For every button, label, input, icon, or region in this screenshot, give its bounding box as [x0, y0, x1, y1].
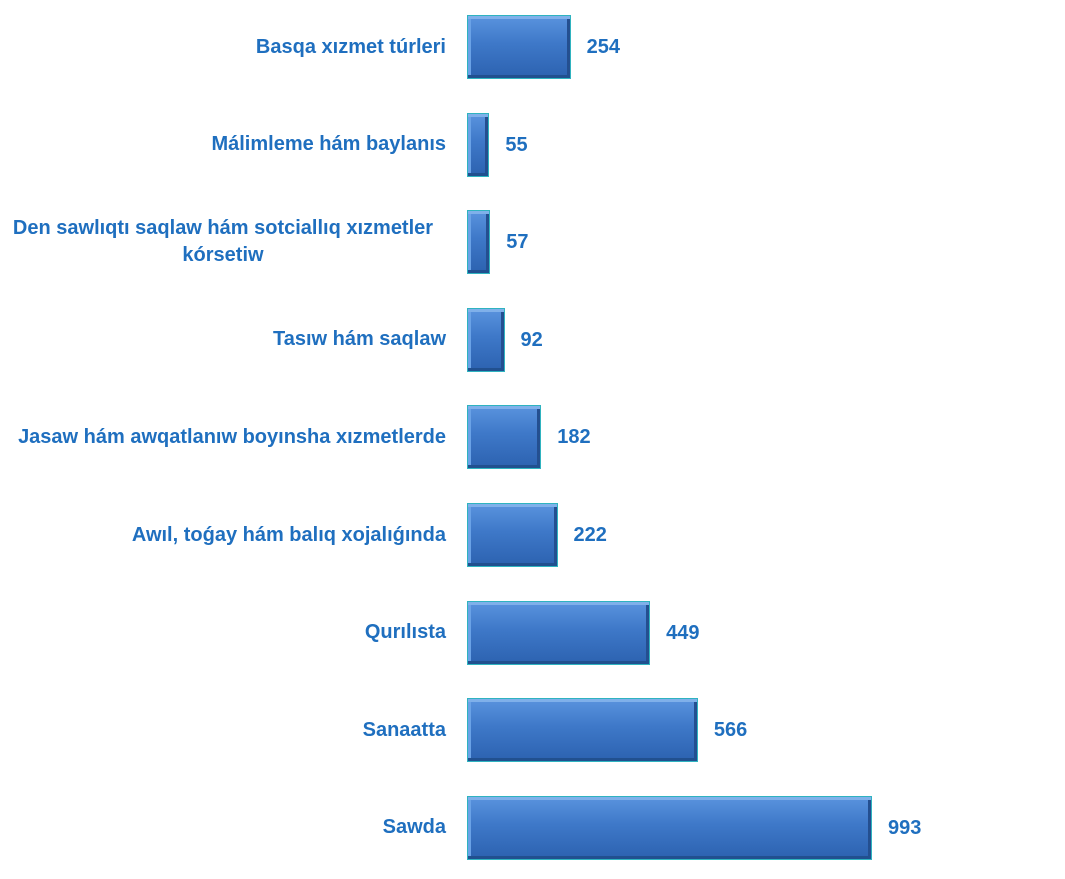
bar [467, 15, 571, 79]
value-label: 566 [713, 719, 748, 742]
bar [467, 503, 558, 567]
category-label: Málimleme hám baylanıs [0, 105, 446, 185]
value-label: 92 [520, 328, 543, 351]
category-label: Qurılısta [0, 593, 446, 673]
category-text: Málimleme hám baylanıs [211, 133, 446, 156]
bar [467, 795, 872, 860]
category-label: Basqa xızmet túrleri [0, 7, 446, 87]
category-text: Awıl, toǵay hám balıq xojalıǵında [131, 523, 446, 546]
category-label: Den sawlıqtı saqlaw hám sotciallıq xızme… [0, 202, 446, 282]
category-text: Sanaatta [362, 718, 446, 741]
category-text: Qurılısta [364, 621, 446, 644]
category-label: Awıl, toǵay hám balıq xojalıǵında [0, 495, 446, 575]
value-label: 55 [505, 133, 528, 156]
category-text: Sawda [382, 816, 446, 839]
category-text: Tasıw hám saqlaw [272, 328, 446, 351]
bar [467, 698, 698, 763]
category-text: Den sawlıqtı saqlaw hám sotciallıq xızme… [12, 217, 434, 267]
bar [467, 600, 651, 665]
bar [467, 405, 542, 470]
category-label: Tasıw hám saqlaw [0, 300, 446, 380]
category-text: Basqa xızmet túrleri [255, 35, 446, 58]
value-label: 57 [506, 231, 529, 254]
value-label: 182 [557, 426, 591, 449]
bar [467, 210, 491, 275]
value-label: 449 [666, 621, 700, 644]
value-label: 222 [573, 524, 607, 546]
bar [467, 307, 505, 372]
bar [467, 112, 490, 177]
category-label: Sanaatta [0, 690, 446, 770]
value-label: 993 [888, 816, 922, 839]
value-label: 254 [586, 36, 620, 58]
category-label: Jasaw hám awqatlanıw boyınsha xızmetlerd… [0, 397, 446, 477]
category-label: Sawda [0, 788, 446, 868]
category-text: Jasaw hám awqatlanıw boyınsha xızmetlerd… [18, 425, 446, 448]
